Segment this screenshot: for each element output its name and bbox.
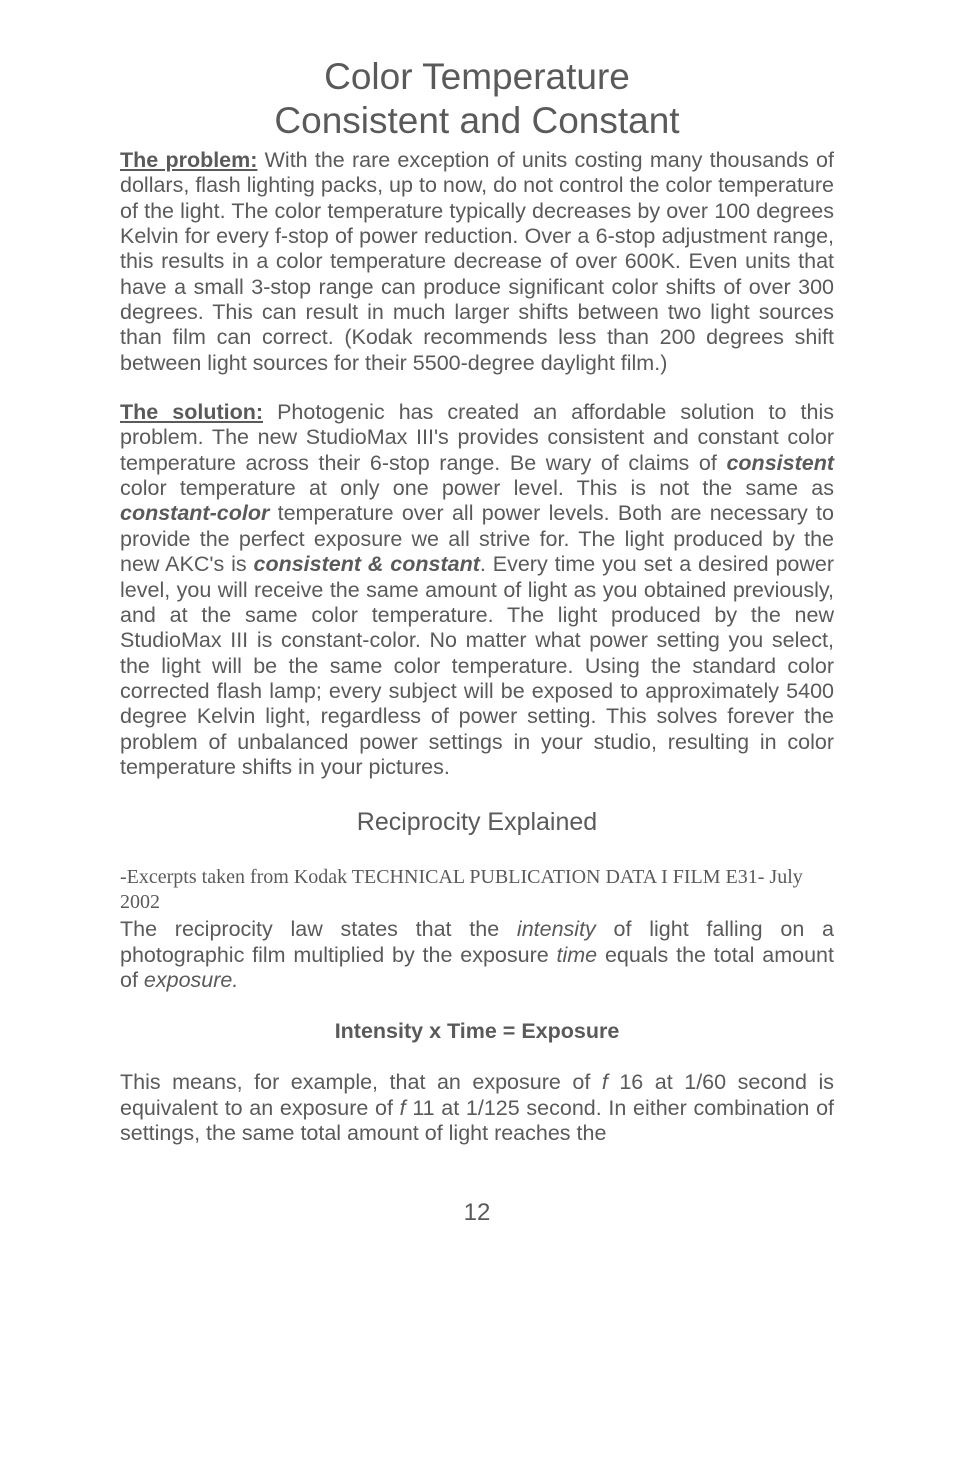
example-f2: f <box>400 1096 413 1120</box>
formula-part1: Intensity x Time <box>335 1019 497 1043</box>
page-number: 12 <box>120 1199 834 1227</box>
page-title-line1: Color Temperature <box>120 55 834 99</box>
paragraph-reciprocity: The reciprocity law states that the inte… <box>120 917 834 993</box>
solution-text4: . Every time you set a desired power lev… <box>120 552 834 779</box>
page-title-line2: Consistent and Constant <box>120 99 834 143</box>
solution-emph2: constant-color <box>120 501 269 525</box>
solution-emph3: consistent & constant <box>254 552 480 576</box>
reciprocity-text1: The reciprocity law states that the <box>120 917 517 941</box>
reciprocity-emph3: exposure. <box>144 968 238 992</box>
solution-text2: color temperature at only one power leve… <box>120 476 834 500</box>
formula-part2: Exposure <box>521 1019 619 1043</box>
example-f1: f <box>602 1070 620 1094</box>
citation-text: -Excerpts taken from Kodak TECHNICAL PUB… <box>120 865 834 915</box>
reciprocity-emph1: intensity <box>517 917 596 941</box>
formula-line: Intensity x Time = Exposure <box>120 1019 834 1044</box>
solution-emph1: consistent <box>726 451 834 475</box>
formula-equals: = <box>497 1019 522 1043</box>
paragraph-example: This means, for example, that an exposur… <box>120 1070 834 1146</box>
solution-lead: The solution: <box>120 400 263 424</box>
paragraph-problem: The problem: With the rare exception of … <box>120 148 834 376</box>
problem-lead: The problem: <box>120 148 257 172</box>
section-heading-reciprocity: Reciprocity Explained <box>120 808 834 837</box>
example-text1: This means, for example, that an exposur… <box>120 1070 602 1094</box>
reciprocity-emph2: time <box>557 943 598 967</box>
problem-text: With the rare exception of units costing… <box>120 148 834 375</box>
paragraph-solution: The solution: Photogenic has created an … <box>120 400 834 780</box>
